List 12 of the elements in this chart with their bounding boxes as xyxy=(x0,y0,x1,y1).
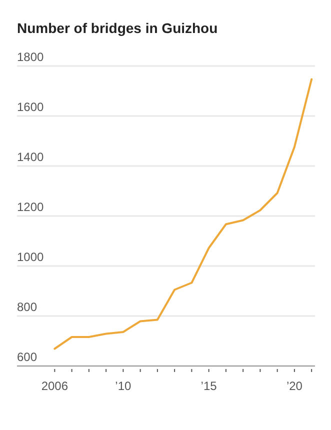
y-tick-label: 1000 xyxy=(17,250,44,264)
y-tick-label: 800 xyxy=(17,300,38,314)
chart-title: Number of bridges in Guizhou xyxy=(17,20,218,36)
y-tick-label: 1800 xyxy=(17,50,44,64)
x-tick-label: ’10 xyxy=(115,379,132,393)
y-tick-label: 600 xyxy=(17,350,38,364)
x-tick-label: ’15 xyxy=(200,379,218,393)
y-tick-label: 1200 xyxy=(17,200,44,214)
y-tick-label: 1400 xyxy=(17,150,44,164)
x-tick-label: 2006 xyxy=(41,379,68,393)
x-tick-label: ’20 xyxy=(286,379,303,393)
y-tick-label: 1600 xyxy=(17,100,44,114)
